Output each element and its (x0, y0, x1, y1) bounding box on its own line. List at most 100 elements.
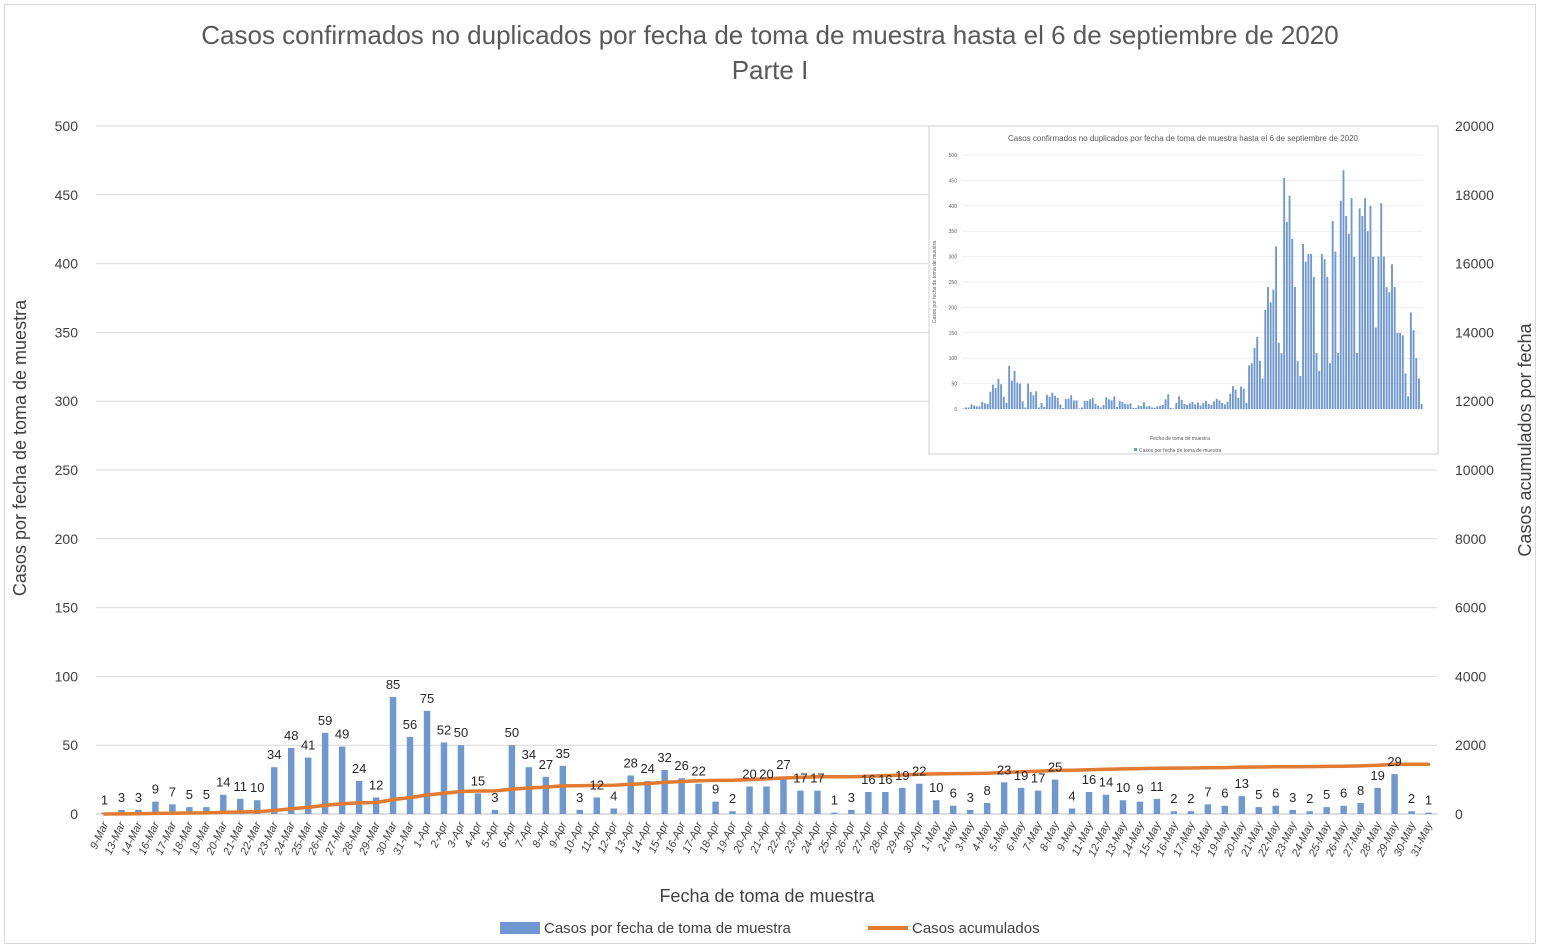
inset-bar (1140, 405, 1143, 409)
inset-bar (1256, 336, 1259, 409)
bar (1068, 808, 1076, 814)
bar-data-label: 5 (1255, 787, 1262, 802)
inset-bar (1191, 401, 1194, 409)
y2-tick-label: 4000 (1455, 668, 1486, 684)
bar (610, 808, 617, 814)
bar-data-label: 6 (1221, 786, 1228, 801)
inset-bar (1210, 404, 1213, 409)
inset-legend-swatch (1134, 448, 1137, 451)
inset-bar (1358, 208, 1361, 409)
bar (474, 793, 482, 814)
cumulative-line (102, 762, 1431, 816)
inset-bar (1062, 407, 1065, 409)
bar-data-label: 35 (556, 746, 570, 761)
bar (1153, 798, 1161, 814)
bar-data-label: 2 (1170, 791, 1177, 806)
bar-data-label: 75 (420, 691, 434, 706)
inset-bar (1240, 386, 1242, 409)
inset-bar (1107, 399, 1110, 409)
inset-bar (1021, 401, 1024, 409)
inset-bar (973, 405, 976, 409)
bar-data-label: 34 (267, 747, 281, 762)
y-tick-label: 450 (55, 187, 79, 203)
inset-bar (1364, 198, 1366, 409)
bar (220, 794, 227, 814)
bar-data-label: 56 (403, 717, 417, 732)
bar (1102, 794, 1110, 814)
inset-bar (1164, 399, 1167, 409)
inset-bar (1118, 400, 1121, 409)
inset-bar (1045, 394, 1048, 409)
bar-data-label: 3 (848, 790, 855, 805)
bar (983, 802, 991, 814)
bar-data-label: 12 (369, 777, 383, 792)
inset-bar (1089, 399, 1091, 409)
bar-data-label: 5 (186, 787, 193, 802)
inset-bar (1223, 404, 1226, 409)
bar-data-label: 52 (437, 722, 451, 737)
inset-bar (1126, 404, 1129, 409)
bar-data-label: 4 (1068, 788, 1075, 803)
bar-data-label: 11 (1150, 779, 1164, 794)
inset-bar (1124, 403, 1127, 409)
inset-y-tick-label: 100 (949, 356, 958, 362)
bar-data-label: 49 (335, 727, 349, 742)
bar-data-label: 27 (776, 757, 790, 772)
inset-bar (1178, 396, 1180, 409)
inset-bar (1013, 370, 1016, 409)
bar-data-label: 3 (1289, 790, 1296, 805)
bar (169, 804, 176, 814)
bar (678, 778, 685, 814)
inset-bar (970, 404, 973, 409)
inset-bar (1070, 395, 1073, 409)
inset-bar (1391, 264, 1393, 409)
inset-bar (1382, 256, 1385, 409)
inset-bar (1002, 396, 1005, 409)
bar-data-label: 14 (216, 775, 230, 790)
inset-bar (1099, 407, 1102, 409)
inset-bar (1194, 404, 1197, 409)
y2-tick-label: 14000 (1455, 324, 1494, 340)
inset-bar (1113, 396, 1116, 409)
bar-data-label: 8 (1357, 783, 1364, 798)
inset-bar (1102, 404, 1105, 409)
inset-bar (1347, 233, 1350, 409)
inset-bar (1415, 358, 1418, 409)
y-tick-label: 100 (55, 668, 79, 684)
bar (712, 801, 719, 814)
bar (899, 787, 906, 814)
inset-bar (1169, 407, 1172, 409)
inset-bar (1207, 403, 1210, 409)
inset-bar (1008, 365, 1011, 409)
bar (1323, 807, 1330, 814)
bar (135, 809, 142, 814)
bar-data-label: 8 (984, 783, 991, 798)
y-tick-label: 150 (55, 600, 79, 616)
bar (287, 747, 295, 814)
inset-bar (1412, 330, 1415, 409)
inset-bar (1326, 276, 1329, 409)
bar-data-label: 7 (1204, 784, 1211, 799)
inset-bar (1110, 400, 1113, 409)
bar-data-label: 3 (967, 790, 974, 805)
bar (118, 809, 125, 814)
bar-data-label: 9 (712, 782, 719, 797)
bar (1374, 787, 1381, 814)
bar-data-label: 11 (234, 779, 248, 794)
bar (576, 809, 584, 814)
inset-bar (1302, 243, 1304, 409)
inset-bar (1029, 391, 1032, 409)
chart-frame (4, 4, 1536, 944)
inset-bar (1280, 353, 1283, 409)
y2-tick-label: 8000 (1455, 531, 1486, 547)
bar-data-label: 3 (576, 790, 583, 805)
bar-data-label: 29 (1387, 754, 1401, 769)
inset-bar (1261, 378, 1264, 409)
inset-bar (986, 403, 989, 409)
inset-bar (1167, 394, 1170, 409)
bar-data-label: 50 (454, 725, 468, 740)
bar (1391, 774, 1398, 814)
inset-bar (1081, 407, 1083, 409)
inset-bar (1337, 353, 1340, 409)
bar (916, 783, 923, 814)
